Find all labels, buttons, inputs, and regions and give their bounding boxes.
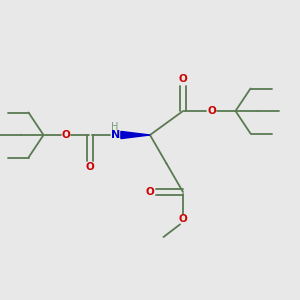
Text: O: O (61, 130, 70, 140)
Text: O: O (145, 187, 154, 197)
Text: O: O (207, 106, 216, 116)
Text: O: O (178, 214, 188, 224)
Text: O: O (85, 161, 94, 172)
Text: O: O (178, 74, 188, 85)
Text: N: N (112, 130, 121, 140)
Text: H: H (111, 122, 118, 132)
Polygon shape (121, 131, 150, 139)
